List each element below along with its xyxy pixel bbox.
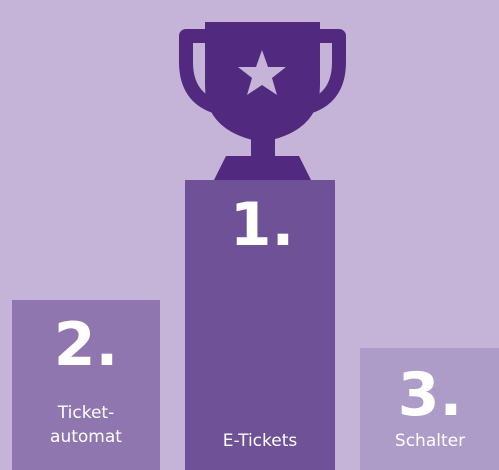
- podium-first: [185, 180, 335, 470]
- label: Schalter: [395, 431, 465, 451]
- label: automat: [50, 427, 122, 447]
- trophy: [179, 22, 346, 182]
- label: Ticket-: [57, 403, 114, 423]
- podium-third: [360, 348, 499, 470]
- podium-second: [12, 300, 160, 470]
- rank: 2.: [54, 310, 119, 380]
- rank: 3.: [398, 360, 463, 430]
- label: E-Tickets: [223, 431, 298, 451]
- rank: 1.: [230, 190, 295, 260]
